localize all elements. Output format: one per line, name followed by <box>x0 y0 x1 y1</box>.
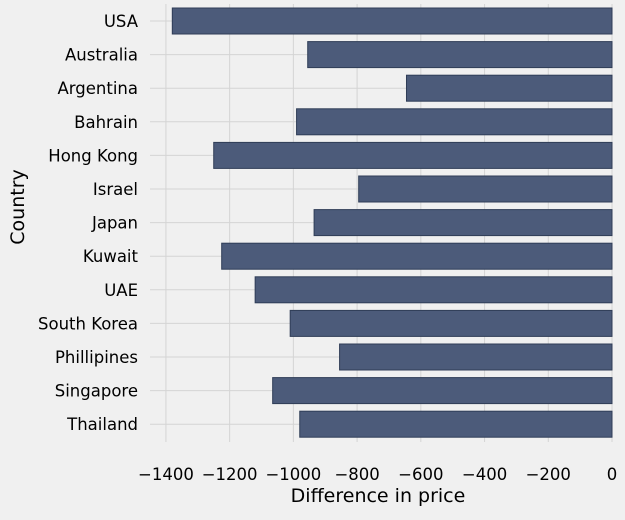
y-tick-label: Israel <box>93 180 138 199</box>
bar <box>358 175 613 203</box>
bar <box>299 410 613 438</box>
bars <box>171 7 613 438</box>
y-tick-label: Japan <box>91 214 138 233</box>
x-tick-label: −600 <box>398 465 443 484</box>
bar <box>171 7 613 35</box>
bar <box>296 108 613 136</box>
bar <box>307 41 613 69</box>
bar <box>254 276 613 304</box>
bar <box>313 209 613 237</box>
x-tick-label: −1400 <box>138 465 194 484</box>
y-tick-label: Australia <box>65 46 138 65</box>
x-tick-label: −800 <box>334 465 379 484</box>
y-tick-label: Argentina <box>58 79 139 98</box>
x-tick-label: −1200 <box>202 465 258 484</box>
y-tick-label: Phillipines <box>55 348 138 367</box>
y-tick-labels: USA Australia Argentina Bahrain Hong Kong Isr… <box>38 12 139 434</box>
y-tick-label: Kuwait <box>83 247 139 266</box>
x-tick-label: −1000 <box>265 465 321 484</box>
y-tick-label: Singapore <box>55 382 138 401</box>
y-tick-label: UAE <box>104 281 138 300</box>
x-tick-label: −200 <box>526 465 571 484</box>
y-tick-label: USA <box>104 12 139 31</box>
y-tick-label: Bahrain <box>74 113 138 132</box>
y-tick-label: South Korea <box>38 314 138 333</box>
y-tick-label: Thailand <box>66 415 138 434</box>
bar <box>221 242 613 270</box>
x-tick-label: −400 <box>462 465 507 484</box>
x-tick-labels: −1400 −1200 −1000 −800 −600 −400 −200 0 <box>138 465 617 484</box>
bar <box>213 141 613 169</box>
x-tick-label: 0 <box>607 465 618 484</box>
bar <box>272 377 613 405</box>
bar <box>339 343 613 371</box>
bar <box>289 309 613 337</box>
x-axis-label: Difference in price <box>291 485 466 507</box>
bar <box>405 74 613 102</box>
y-axis-label: Country <box>7 169 29 244</box>
y-tick-label: Hong Kong <box>48 146 138 165</box>
